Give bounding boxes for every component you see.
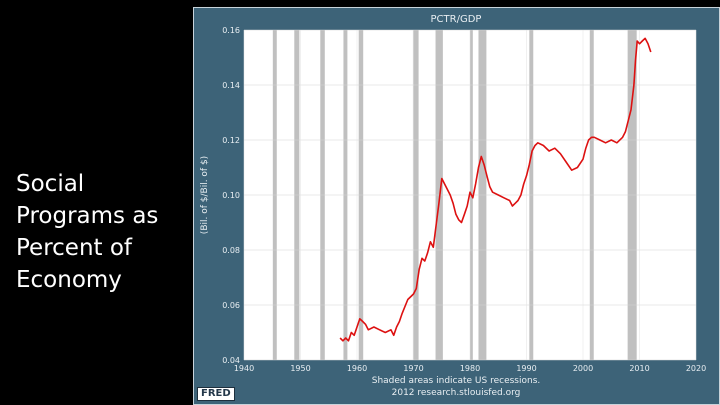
x-tick-label: 1980 <box>460 364 480 373</box>
x-tick-label: 2010 <box>629 364 649 373</box>
series-line <box>339 37 652 342</box>
x-tick-label: 1940 <box>234 364 254 373</box>
y-tick-label: 0.10 <box>222 191 240 200</box>
y-axis-label: (Bil. of $/Bil. of $) <box>200 156 210 234</box>
y-tick-label: 0.04 <box>222 356 240 365</box>
chart-title: PCTR/GDP <box>431 14 482 25</box>
x-tick-label: 2000 <box>573 364 593 373</box>
slide-title-line: Programs as <box>16 203 159 229</box>
grid-layer <box>243 29 697 361</box>
y-tick-label: 0.08 <box>222 246 240 255</box>
slide-title-line: Economy <box>16 267 122 293</box>
x-tick-label: 2020 <box>686 364 706 373</box>
y-tick-label: 0.16 <box>222 26 240 35</box>
y-tick-label: 0.14 <box>222 81 240 90</box>
tick-layer: 0.04 0.06 0.08 0.10 0.12 0.14 0.16 1940 1950 1960… <box>222 26 706 373</box>
slide-title: Social Programs as Percent of Economy <box>16 168 186 296</box>
chart: PCTR/GDP 0.04 0.06 0.08 0.10 0.12 0.14 0.16 194… <box>200 14 706 398</box>
footer-recession-note: Shaded areas indicate US recessions. <box>372 376 541 386</box>
slide-title-line: Percent of <box>16 235 133 261</box>
y-tick-label: 0.06 <box>222 301 240 310</box>
x-tick-label: 1960 <box>347 364 367 373</box>
footer-source: 2012 research.stlouisfed.org <box>392 388 521 398</box>
slide-title-line: Social <box>16 171 85 197</box>
x-tick-label: 1950 <box>290 364 310 373</box>
x-tick-label: 1970 <box>403 364 423 373</box>
x-tick-label: 1990 <box>516 364 536 373</box>
chart-frame: PCTR/GDP 0.04 0.06 0.08 0.10 0.12 0.14 0.16 194… <box>193 7 720 405</box>
y-tick-label: 0.12 <box>222 136 240 145</box>
series-layer <box>339 37 652 342</box>
fred-logo: FRED <box>197 387 235 401</box>
